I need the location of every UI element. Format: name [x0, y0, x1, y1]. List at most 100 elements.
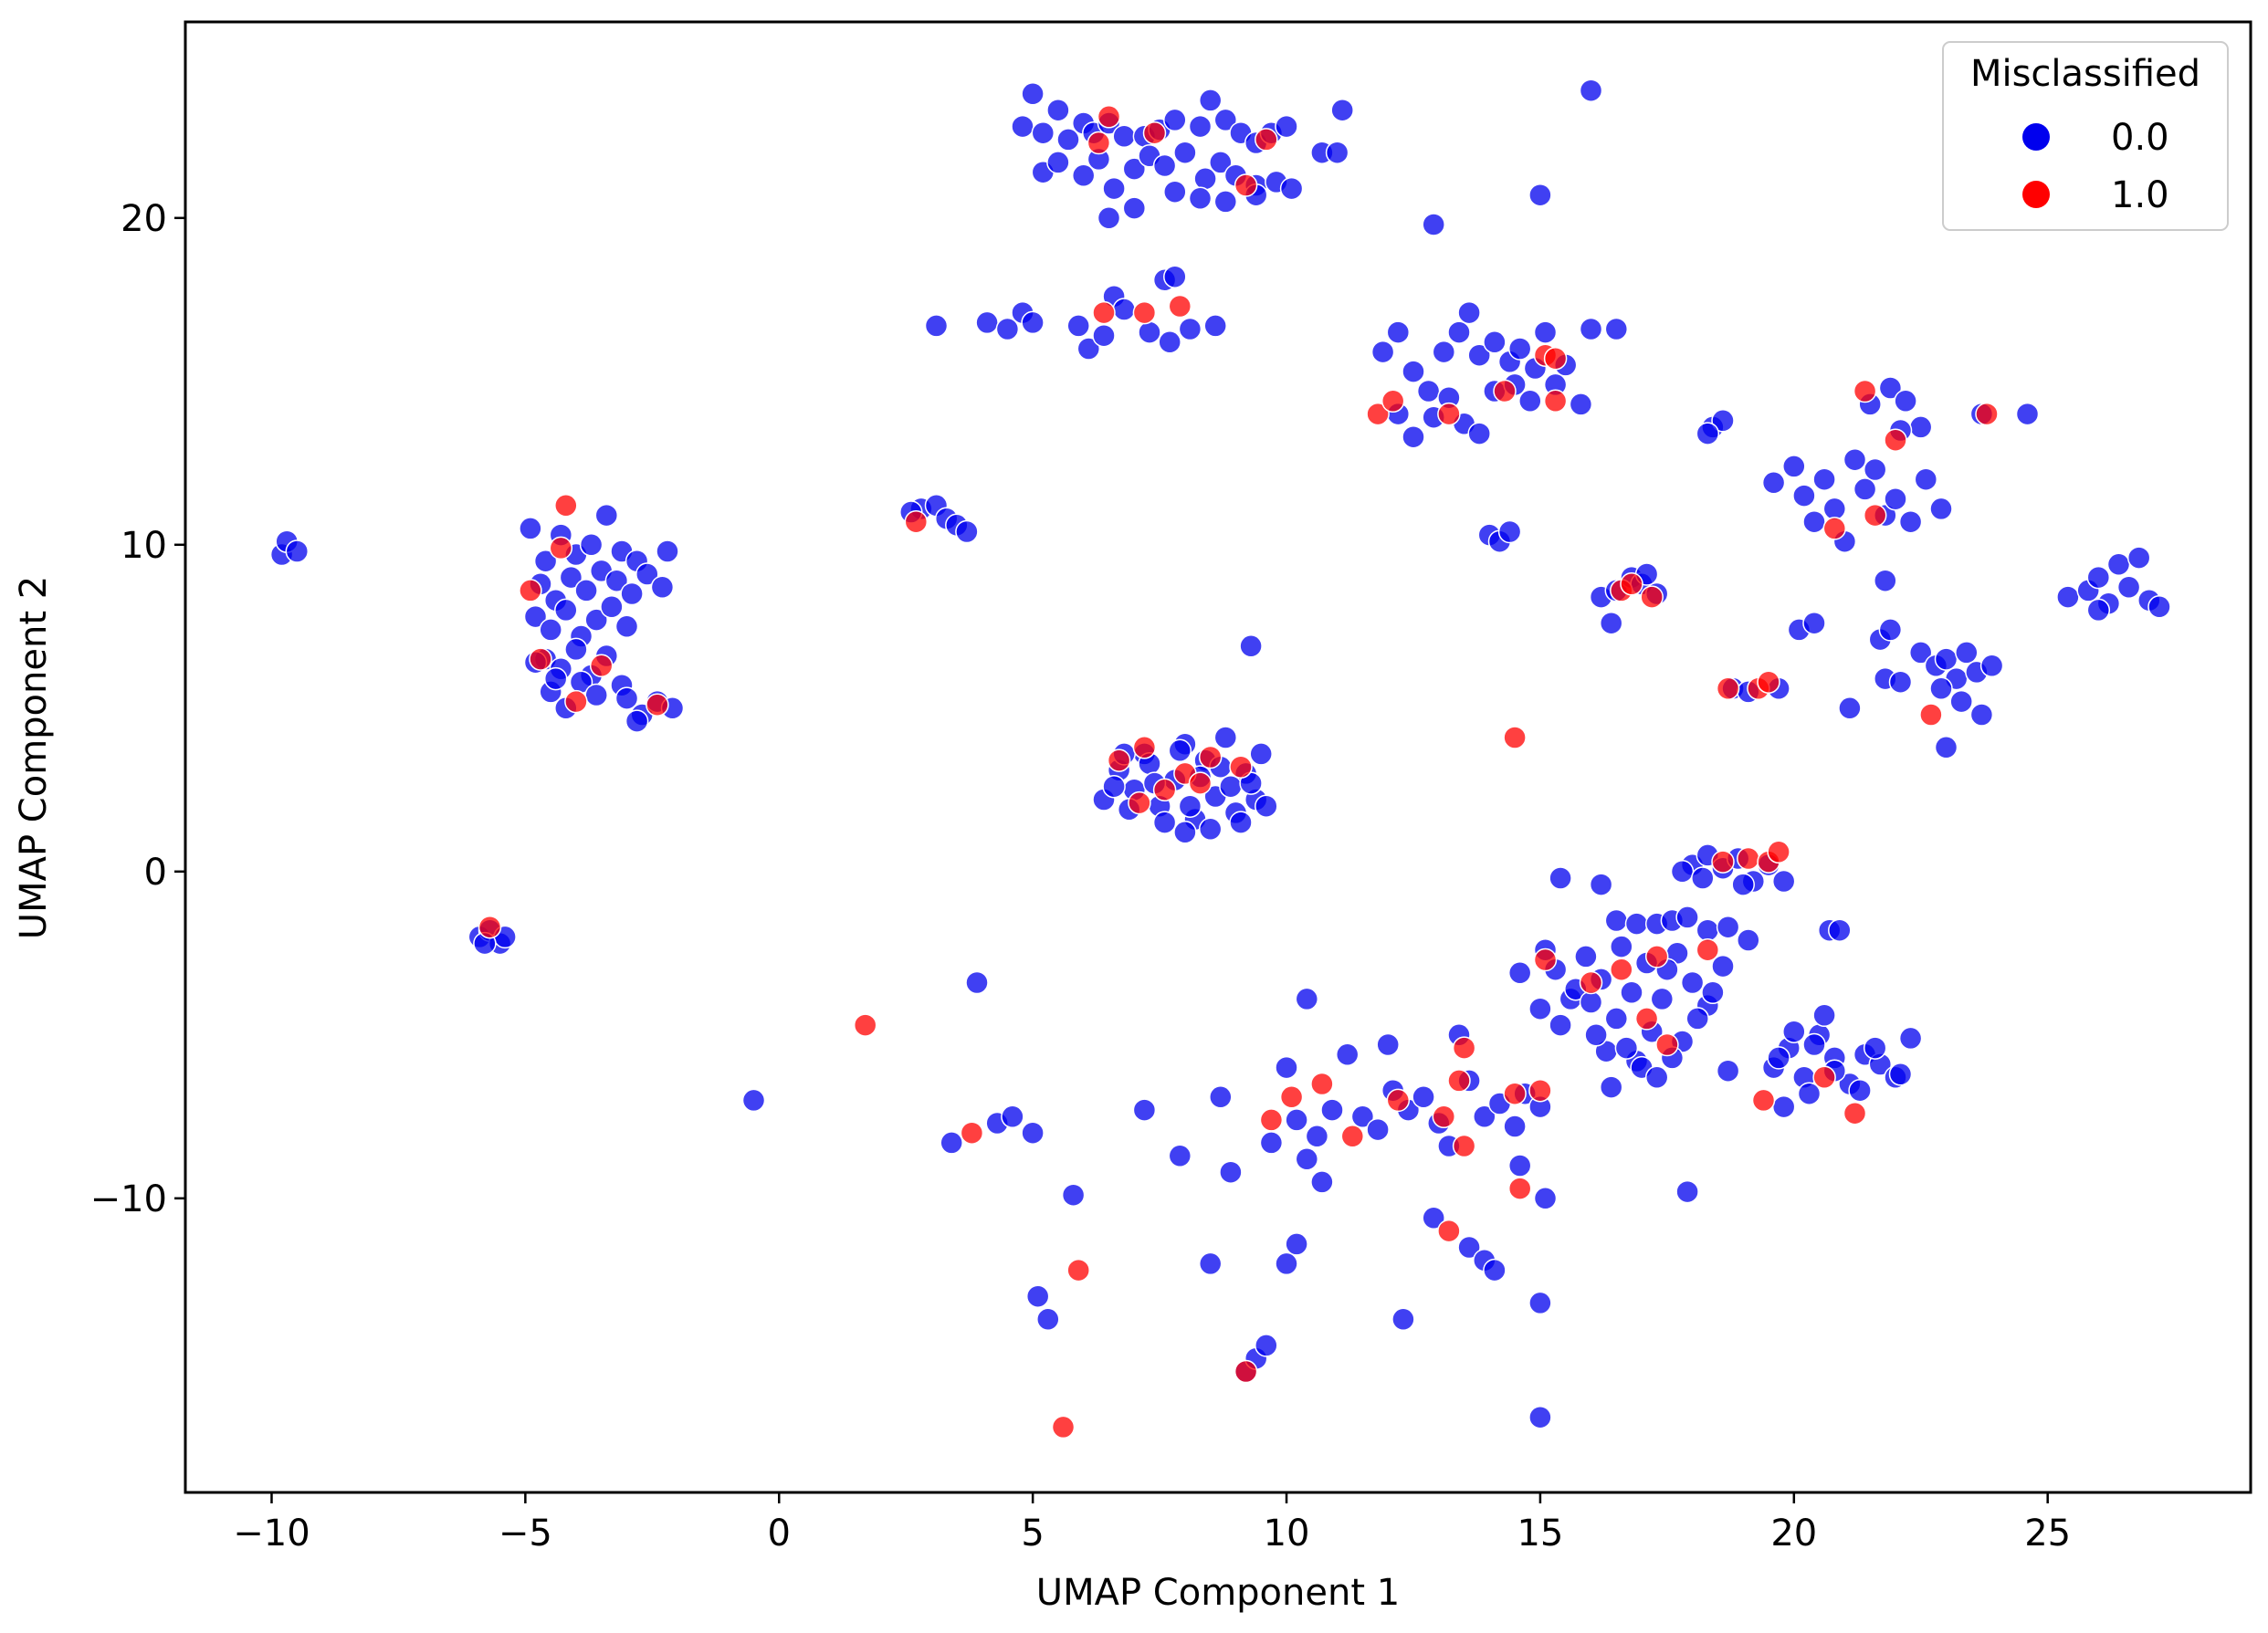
point-correct-209 — [1467, 343, 1491, 367]
point-correct-247 — [1716, 915, 1740, 939]
legend-label-1: 1.0 — [2111, 174, 2169, 216]
point-correct-279 — [1644, 1065, 1669, 1090]
point-correct-317 — [1696, 422, 1720, 445]
point-misclassified-52 — [1620, 572, 1643, 596]
point-correct-241 — [1604, 908, 1629, 933]
point-correct-260 — [1680, 970, 1705, 995]
point-correct-175 — [1285, 1232, 1308, 1256]
point-correct-2 — [285, 539, 310, 563]
point-misclassified-74 — [1822, 517, 1847, 540]
point-correct-325 — [1843, 447, 1867, 472]
point-correct-347 — [1838, 696, 1862, 720]
point-misclassified-70 — [1716, 676, 1740, 701]
point-correct-330 — [1898, 509, 1923, 534]
point-correct-207 — [1447, 320, 1471, 344]
point-misclassified-28 — [1229, 755, 1253, 779]
x-tick-label: 20 — [1770, 1513, 1817, 1554]
point-misclassified-67 — [1843, 1101, 1867, 1125]
x-axis-ticks: −10 −5 0 5 10 15 20 25 — [233, 1492, 2071, 1554]
point-correct-342 — [1802, 611, 1826, 635]
point-correct-156 — [1132, 1098, 1157, 1122]
point-misclassified-22 — [1132, 736, 1157, 759]
point-misclassified-41 — [1452, 1134, 1476, 1158]
point-correct-192 — [1457, 1235, 1481, 1260]
point-correct-367 — [2116, 575, 2141, 600]
point-correct-83 — [1031, 120, 1055, 145]
point-correct-327 — [1863, 457, 1887, 482]
point-correct-72 — [1092, 323, 1116, 348]
point-correct-199 — [1422, 213, 1445, 236]
point-correct-157 — [1168, 1144, 1192, 1168]
point-correct-166 — [1285, 1108, 1308, 1132]
x-tick-label: −10 — [233, 1513, 310, 1554]
point-correct-202 — [1370, 340, 1395, 364]
point-misclassified-45 — [1381, 389, 1405, 413]
point-correct-122 — [1325, 141, 1349, 164]
point-misclassified-10 — [960, 1121, 984, 1145]
point-correct-371 — [2086, 598, 2111, 623]
x-tick-label: 15 — [1517, 1513, 1563, 1554]
point-misclassified-18 — [1092, 300, 1116, 325]
point-correct-242 — [1624, 912, 1649, 936]
point-correct-336 — [1908, 415, 1933, 439]
point-correct-99 — [1275, 114, 1298, 139]
point-misclassified-71 — [1919, 703, 1943, 727]
point-correct-79 — [1178, 317, 1202, 341]
point-correct-216 — [1579, 317, 1603, 341]
point-correct-205 — [1416, 379, 1441, 403]
point-correct-168 — [1305, 1125, 1329, 1148]
point-correct-197 — [1528, 1405, 1552, 1429]
point-correct-150 — [1229, 811, 1253, 834]
point-misclassified-9 — [904, 509, 929, 534]
point-misclassified-37 — [1447, 1069, 1471, 1093]
point-correct-82 — [1021, 82, 1045, 106]
point-correct-94 — [1198, 89, 1223, 112]
point-misclassified-35 — [1432, 1104, 1456, 1129]
point-correct-309 — [1848, 1078, 1872, 1103]
point-correct-165 — [1275, 1055, 1298, 1080]
point-correct-335 — [1894, 389, 1917, 413]
point-correct-160 — [1198, 1251, 1223, 1276]
point-correct-223 — [1467, 422, 1491, 445]
point-correct-105 — [1122, 157, 1147, 181]
point-correct-190 — [1391, 1307, 1415, 1332]
point-misclassified-75 — [1863, 503, 1887, 528]
point-correct-346 — [1888, 670, 1913, 694]
point-correct-318 — [1761, 471, 1786, 495]
point-correct-339 — [2015, 402, 2040, 426]
point-misclassified-66 — [1812, 1065, 1836, 1090]
point-misclassified-20 — [1168, 294, 1192, 319]
point-correct-71 — [1076, 337, 1101, 361]
point-correct-75 — [1138, 320, 1161, 344]
point-misclassified-44 — [1366, 402, 1390, 426]
x-tick-label: 25 — [2024, 1513, 2071, 1554]
point-correct-64 — [1036, 1307, 1060, 1332]
point-misclassified-73 — [1884, 428, 1907, 452]
point-misclassified-69 — [1757, 670, 1780, 694]
point-correct-116 — [1122, 196, 1147, 220]
point-misclassified-12 — [1051, 1415, 1076, 1439]
x-tick-label: 5 — [1021, 1513, 1044, 1554]
point-misclassified-72 — [1853, 379, 1877, 403]
point-correct-147 — [1198, 817, 1223, 842]
point-correct-321 — [1802, 509, 1826, 534]
point-correct-240 — [1589, 873, 1613, 896]
point-correct-35 — [564, 637, 588, 662]
point-correct-208 — [1457, 300, 1481, 325]
point-correct-62 — [1061, 1183, 1086, 1207]
point-correct-95 — [1213, 108, 1238, 132]
point-misclassified-27 — [1188, 771, 1213, 795]
point-correct-28 — [554, 598, 578, 623]
y-tick-label: 0 — [144, 852, 167, 894]
point-correct-48 — [543, 666, 568, 691]
point-misclassified-3 — [549, 536, 573, 560]
legend-marker-1 — [2022, 181, 2050, 208]
point-misclassified-54 — [1533, 947, 1558, 972]
point-correct-61 — [1021, 1121, 1045, 1145]
legend-title: Misclassified — [1970, 53, 2200, 95]
point-correct-140 — [1102, 774, 1126, 799]
point-correct-245 — [1675, 905, 1699, 929]
point-correct-239 — [1549, 866, 1572, 890]
point-correct-104 — [1102, 176, 1126, 201]
point-misclassified-40 — [1437, 1219, 1461, 1243]
